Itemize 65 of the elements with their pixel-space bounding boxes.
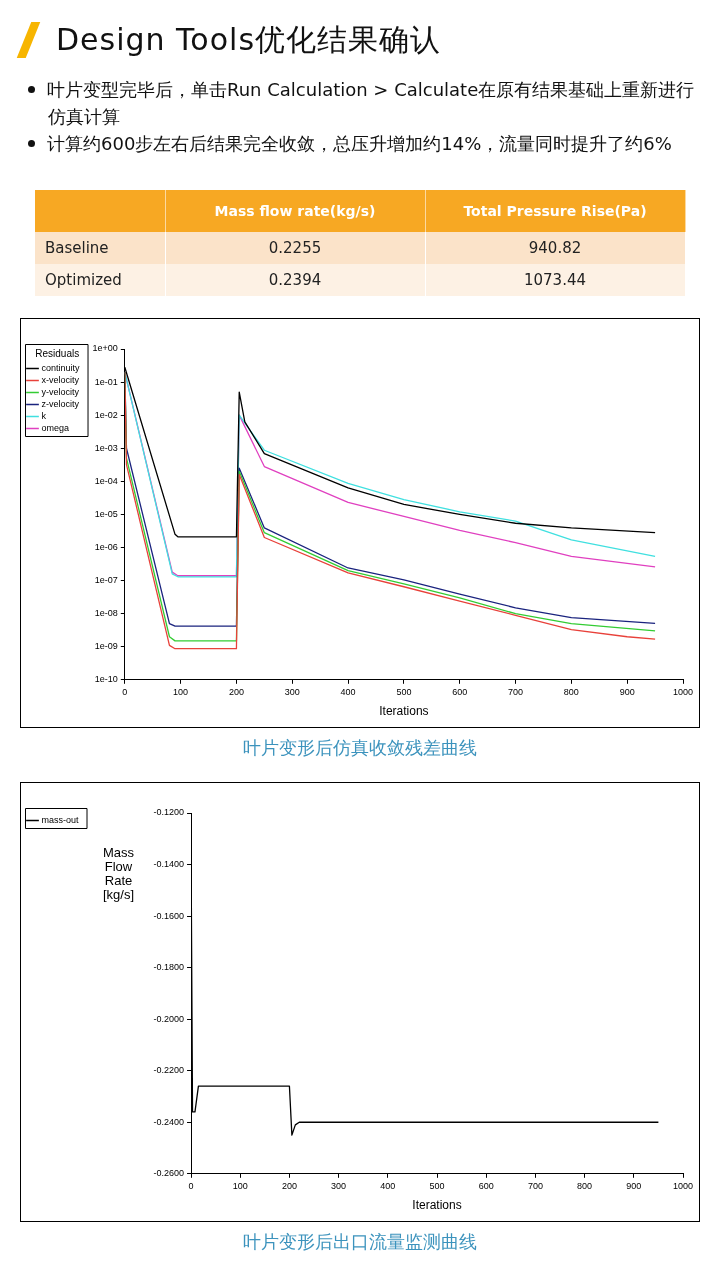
x-tick-label: 700 [508,686,524,697]
y-tick-label: -0.2200 [153,1065,185,1076]
x-tick-label: 900 [626,1180,642,1191]
y-tick-label: 1e-08 [94,608,118,619]
text: 叶片变形后仿真收敛残差曲线 [242,737,478,760]
text: 叶片变型完毕后，单击Run Calculation > Calculate在原有结果基础上重新进行仿真计算 [47,79,695,127]
y-tick-label: -0.2000 [153,1013,185,1024]
x-tick-label: 1000 [672,686,694,697]
x-tick-label: 200 [281,1180,297,1191]
y-tick-label: 1e-05 [94,508,118,519]
y-tick-label: 1e-03 [94,442,118,453]
legend-label: continuity [41,362,81,373]
legend-label: y-velocity [41,386,80,397]
y-tick-label: -0.2400 [153,1116,185,1127]
x-tick-label: 800 [577,1180,593,1191]
legend-label: omega [41,422,70,433]
x-tick-label: 100 [173,686,189,697]
y-tick-label: 1e+00 [92,343,118,354]
x-tick-label: 0 [188,1180,194,1191]
series-label: Mass flow rate(kg/s) [165,190,425,232]
y-tick-label: -0.1600 [153,910,185,921]
x-tick-label: 200 [228,686,244,697]
category-label: Baseline [35,232,165,264]
y-tick-label: 1e-02 [94,409,118,420]
x-tick-label: 600 [452,686,468,697]
x-tick-label: 100 [232,1180,248,1191]
series-label: Total Pressure Rise(Pa) [425,190,685,232]
text: 计算约600步左右后结果完全收敛，总压升增加约14%，流量同时提升了约6% [47,133,672,154]
y-axis-title: Mass Flow Rate [kg/s] [102,845,135,903]
data-label: 0.2394 [165,264,425,296]
text: Design Tools优化结果确认 [56,21,442,59]
x-tick-label: 300 [284,686,300,697]
text: 叶片变形后出口流量监测曲线 [242,1231,478,1254]
y-tick-label: 1e-06 [94,541,118,552]
y-tick-label: -0.1400 [153,859,185,870]
x-tick-label: 900 [619,686,635,697]
y-tick-label: 1e-10 [94,674,118,685]
data-label: 1073.44 [425,264,685,296]
data-label: 940.82 [425,232,685,264]
x-tick-label: 0 [122,686,128,697]
y-tick-label: 1e-01 [94,376,118,387]
x-axis-title: Iterations [379,704,429,719]
data-label: 0.2255 [165,232,425,264]
x-tick-label: 800 [563,686,579,697]
x-tick-label: 400 [340,686,356,697]
y-tick-label: 1e-09 [94,641,118,652]
legend-label: x-velocity [41,374,80,385]
y-tick-label: -0.2600 [153,1168,185,1179]
y-tick-label: -0.1800 [153,962,185,973]
y-tick-label: 1e-07 [94,575,118,586]
x-tick-label: 300 [331,1180,347,1191]
x-tick-label: 500 [396,686,412,697]
x-tick-label: 700 [527,1180,543,1191]
x-tick-label: 500 [429,1180,445,1191]
legend-label: z-velocity [41,398,80,409]
legend-label: k [41,410,47,421]
x-tick-label: 400 [380,1180,396,1191]
category-label: Optimized [35,264,165,296]
y-tick-label: 1e-04 [94,475,118,486]
y-tick-label: -0.1200 [153,807,185,818]
x-tick-label: 600 [478,1180,494,1191]
legend-title: Residuals [35,347,80,359]
x-axis-title: Iterations [412,1198,462,1213]
x-tick-label: 1000 [672,1180,694,1191]
legend-label: mass-out [41,814,80,825]
